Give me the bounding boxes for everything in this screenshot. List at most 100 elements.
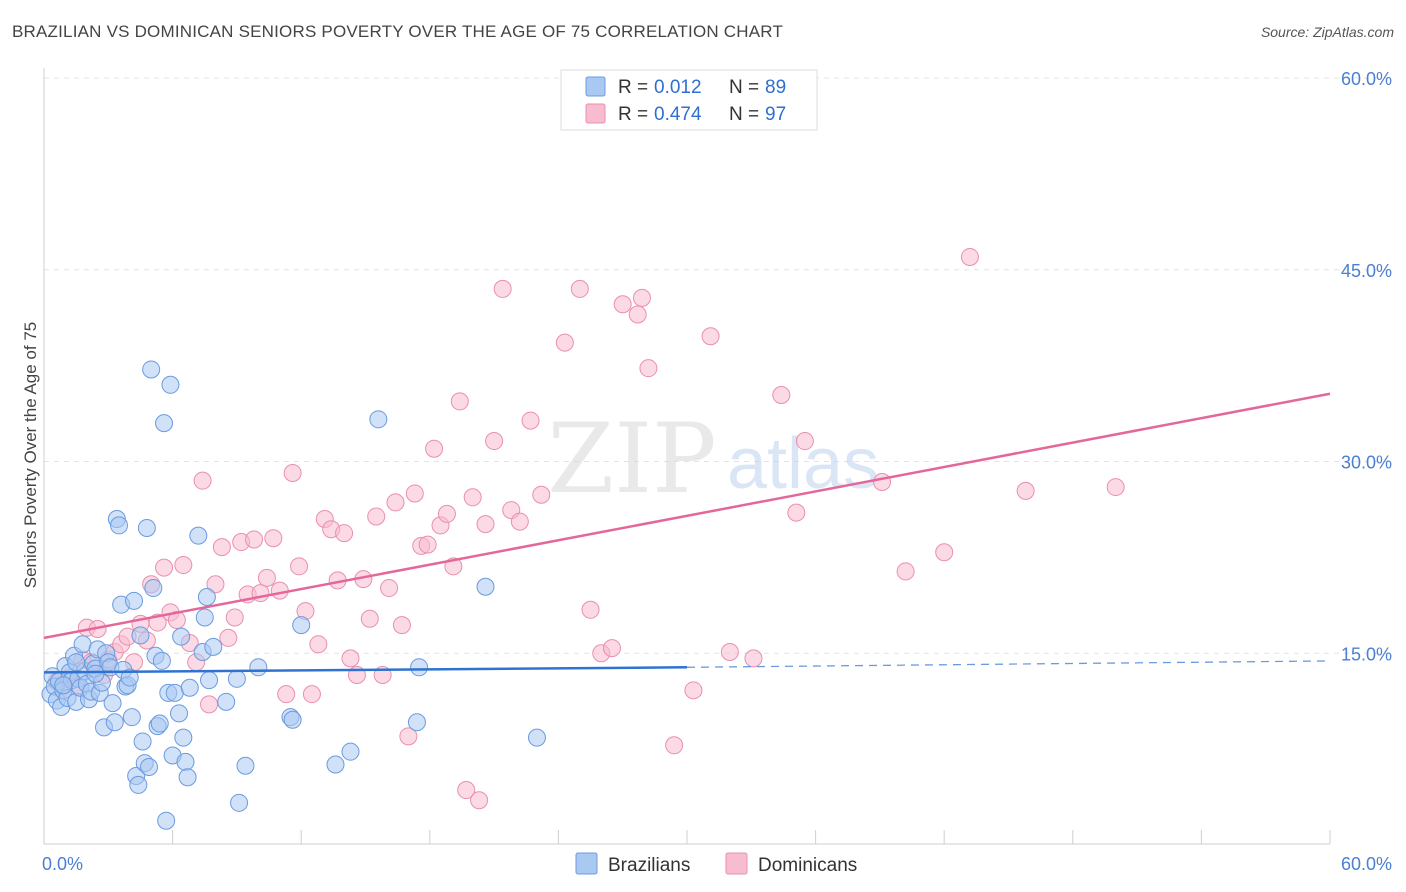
dominicans-point xyxy=(219,628,238,647)
brazilians-point xyxy=(54,676,73,695)
dominicans-point xyxy=(632,288,651,307)
brazilians-point xyxy=(133,732,152,751)
bottom-legend-brazilians: Brazilians xyxy=(608,855,690,876)
brazilians-point xyxy=(165,683,184,702)
dominicans-point xyxy=(744,649,763,668)
dominicans-point xyxy=(309,635,328,654)
legend-n-label-1: N = xyxy=(729,77,759,98)
dominicans-point xyxy=(720,642,739,661)
bottom-swatch-brazilians xyxy=(575,852,598,875)
brazilians-point xyxy=(174,728,193,747)
brazilians-point xyxy=(200,671,219,690)
legend-n-label-2: N = xyxy=(729,104,759,125)
brazilians-point xyxy=(217,692,236,711)
legend-swatch-brazilians xyxy=(585,76,606,97)
brazilians-point xyxy=(142,360,161,379)
dominicans-point xyxy=(290,557,309,576)
brazilians-point xyxy=(155,414,174,433)
legend-n-value-2: 97 xyxy=(765,104,786,125)
grid-lines xyxy=(44,77,1390,654)
dominicans-point xyxy=(367,507,386,526)
brazilians-point xyxy=(197,588,216,607)
brazilians-point xyxy=(476,577,495,596)
brazilians-point xyxy=(369,410,388,429)
brazilians-point xyxy=(144,579,163,598)
brazilians-point xyxy=(73,635,92,654)
dominicans-point xyxy=(493,279,512,298)
dominicans-point xyxy=(257,568,276,587)
dominicans-point xyxy=(155,558,174,577)
dominicans-point xyxy=(960,247,979,266)
legend-r-label-1: R = xyxy=(618,77,648,98)
dominicans-point xyxy=(701,327,720,346)
brazilians-point xyxy=(407,713,426,732)
chart-title: BRAZILIAN VS DOMINICAN SENIORS POVERTY O… xyxy=(12,22,784,41)
dominicans-point xyxy=(532,485,551,504)
brazilians-trend-line xyxy=(43,666,688,674)
dominicans-point xyxy=(665,736,684,755)
dominicans-point xyxy=(341,649,360,668)
dominicans-point xyxy=(380,579,399,598)
brazilians-point xyxy=(152,651,171,670)
series-legend: Brazilians Dominicans xyxy=(575,852,857,876)
brazilians-point xyxy=(86,664,105,683)
dominicans-point xyxy=(302,685,321,704)
y-tick-label-60: 60.0% xyxy=(1341,69,1392,89)
dominicans-point xyxy=(264,529,283,548)
dominicans-point xyxy=(639,359,658,378)
dominicans-points xyxy=(47,247,1125,810)
x-tick-label-0: 0.0% xyxy=(42,854,83,874)
dominicans-point xyxy=(935,543,954,562)
brazilians-point xyxy=(178,768,197,787)
dominicans-point xyxy=(470,791,489,810)
trend-lines xyxy=(43,392,1331,674)
brazilians-trend-extension xyxy=(686,660,1331,668)
dominicans-point xyxy=(613,295,632,314)
dominicans-point xyxy=(485,432,504,451)
brazilians-point xyxy=(120,668,139,687)
y-axis-label: Seniors Poverty Over the Age of 75 xyxy=(21,322,40,588)
brazilians-point xyxy=(170,704,189,723)
dominicans-point xyxy=(684,681,703,700)
dominicans-trend-line xyxy=(43,392,1331,640)
brazilians-point xyxy=(204,637,223,656)
bottom-legend-dominicans: Dominicans xyxy=(758,855,857,876)
dominicans-point xyxy=(174,556,193,575)
dominicans-point xyxy=(463,488,482,507)
legend-r-value-2: 0.474 xyxy=(654,104,702,125)
dominicans-point xyxy=(437,504,456,523)
dominicans-point xyxy=(193,471,212,490)
brazilians-point xyxy=(230,793,249,812)
dominicans-point xyxy=(392,616,411,635)
brazilians-point xyxy=(125,591,144,610)
dominicans-point xyxy=(270,581,289,600)
dominicans-point xyxy=(225,608,244,627)
dominicans-point xyxy=(795,432,814,451)
dominicans-point xyxy=(570,279,589,298)
dominicans-point xyxy=(283,464,302,483)
brazilians-point xyxy=(292,616,311,635)
watermark: ZIP atlas xyxy=(547,403,879,515)
stats-legend: R = 0.012 N = 89 R = 0.474 N = 97 xyxy=(560,69,818,131)
dominicans-point xyxy=(418,535,437,554)
dominicans-point xyxy=(521,411,540,430)
brazilians-point xyxy=(161,375,180,394)
brazilians-point xyxy=(236,756,255,775)
dominicans-point xyxy=(1106,478,1125,497)
brazilians-point xyxy=(189,526,208,545)
legend-r-label-2: R = xyxy=(618,104,648,125)
brazilians-point xyxy=(283,710,302,729)
dominicans-point xyxy=(510,512,529,531)
brazilians-point xyxy=(157,811,176,830)
dominicans-point xyxy=(457,781,476,800)
dominicans-point xyxy=(873,472,892,491)
brazilians-point xyxy=(527,728,546,747)
dominicans-point xyxy=(450,392,469,411)
watermark-zip: ZIP xyxy=(547,403,716,515)
brazilians-point xyxy=(122,708,141,727)
dominicans-point xyxy=(335,524,354,543)
dominicans-point xyxy=(360,609,379,628)
brazilians-point xyxy=(131,626,150,645)
dominicans-point xyxy=(277,685,296,704)
